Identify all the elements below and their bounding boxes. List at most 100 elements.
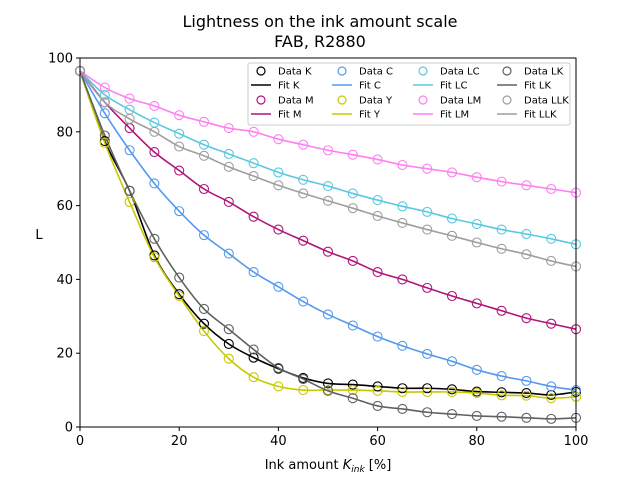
data-point-llk [99,97,110,108]
fit-line-lm [79,70,577,194]
data-point-lc [198,139,210,150]
data-point-c [273,281,284,292]
data-point-k [446,384,458,395]
data-point-lc [446,213,458,224]
data-point-m [273,224,284,235]
data-point-c [521,375,532,386]
legend-marker-k [256,66,266,76]
data-point-llk [149,126,160,137]
data-point-lc [496,224,507,235]
y-axis-label: L [35,228,43,243]
data-point-lk [546,413,557,424]
data-point-k [422,383,433,394]
data-point-c [397,340,408,351]
legend-label: Data LLK [524,96,569,107]
legend-marker-m [256,95,266,105]
data-point-lc [397,201,408,212]
data-point-k [248,352,259,363]
data-point-lk [471,410,482,421]
data-point-k [223,338,234,350]
data-point-y [248,372,259,383]
y-tick-label: 20 [56,347,73,362]
data-point-lk [397,403,408,414]
data-point-lm [322,145,334,156]
data-point-lc [422,206,433,217]
data-point-lk [347,393,358,404]
data-point-lm [298,139,309,150]
x-tick-label: 60 [369,434,386,449]
data-point-lc [322,180,334,192]
data-point-y [124,196,135,207]
x-axis-label: Ink amount Kink [%] [265,458,392,475]
data-point-lm [124,93,135,104]
data-point-c [149,178,160,189]
data-point-lk [124,185,135,196]
data-point-y [397,386,408,397]
legend-label: Fit LC [440,81,467,92]
x-axis-ticks: 0 20 40 60 80 100 [76,427,588,449]
data-point-llk [273,180,284,191]
data-point-y [496,390,507,401]
data-point-c [124,145,135,156]
data-point-lm [546,183,557,195]
data-point-lc [372,195,383,206]
x-tick-label: 40 [270,434,287,449]
legend-label: Fit LLK [524,110,557,121]
data-point-c [322,309,334,320]
data-point-m [546,318,557,329]
data-point-lc [347,188,358,199]
legend-label: Fit K [278,81,300,92]
data-point-k [372,381,383,392]
data-point-lk [496,411,507,422]
fit-line-lc [79,70,577,246]
data-point-llk [322,195,334,206]
data-point-c [223,248,234,259]
data-point-llk [223,161,234,172]
data-point-c [99,108,110,119]
data-point-lc [273,167,284,178]
data-point-lc [99,89,110,100]
data-point-lm [248,126,259,137]
legend-label: Data LK [524,67,564,78]
data-point-m [471,298,482,309]
data-point-c [446,356,458,367]
data-point-llk [446,230,458,241]
y-tick-label: 40 [56,273,73,288]
data-point-c [496,371,507,382]
data-point-lm [198,116,210,127]
data-point-lm [347,149,358,160]
data-point-llk [124,113,135,124]
data-point-lm [521,180,532,191]
data-point-m [422,282,433,293]
data-point-y [372,385,383,396]
data-point-m [372,266,383,278]
legend-marker-lm [418,95,428,105]
data-point-m [397,274,408,285]
data-point-c [347,320,358,331]
data-point-k [322,378,334,389]
data-point-k [496,387,507,398]
data-point-lk [248,344,259,355]
data-point-c [198,230,210,241]
y-tick-label: 60 [56,199,73,214]
data-point-lm [422,163,433,174]
data-point-c [422,348,433,359]
title-line-2: FAB, R2880 [274,32,366,51]
data-point-lk [521,412,532,423]
fit-line-c [79,70,577,391]
data-point-k [198,318,210,329]
legend-marker-c [337,66,347,76]
data-point-lc [223,148,234,159]
data-point-y [223,353,234,364]
data-point-m [149,147,160,158]
data-point-y [521,390,532,401]
data-point-y [471,388,482,399]
data-point-llk [347,203,358,214]
data-point-m [496,305,507,316]
legend: Data K Fit K Data C Fit C Data LC Fit LC Data … [247,62,571,126]
plot-frame [79,57,577,428]
data-point-lc [298,174,309,185]
data-point-lc [546,233,557,244]
data-point-llk [397,217,408,228]
legend-frame [247,62,571,126]
